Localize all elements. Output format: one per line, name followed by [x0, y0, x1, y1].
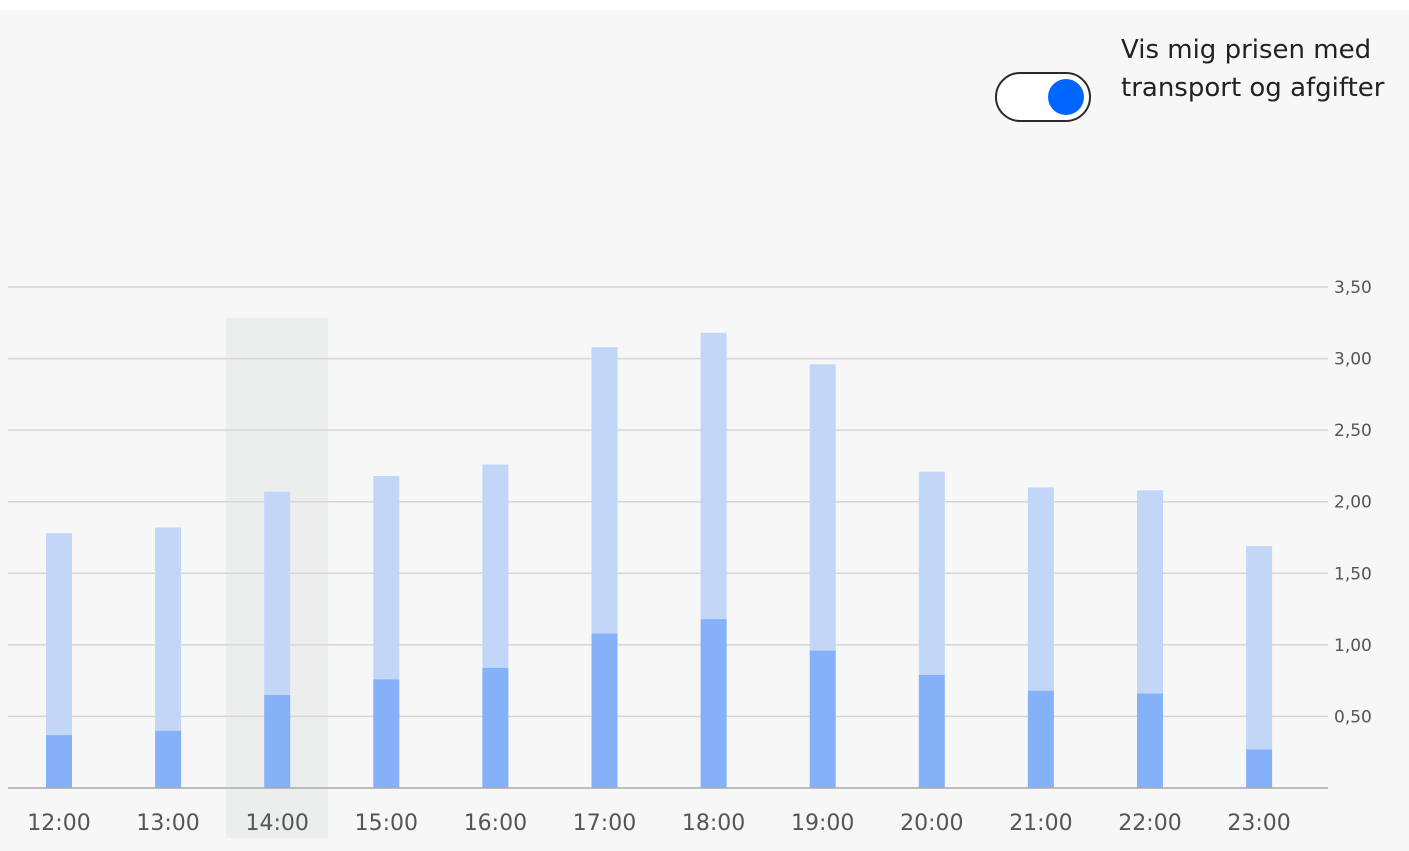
x-tick-label: 19:00 [791, 811, 854, 836]
bar-transport-afgifter[interactable] [482, 464, 509, 668]
bar-transport-afgifter[interactable] [264, 491, 291, 695]
bar-base-price[interactable] [264, 694, 291, 788]
bar-base-price[interactable] [700, 619, 727, 788]
price-toggle[interactable] [995, 72, 1091, 122]
bar-transport-afgifter[interactable] [1137, 490, 1163, 694]
bar-base-price[interactable] [482, 667, 509, 788]
x-tick-label: 21:00 [1009, 811, 1072, 836]
bar-transport-afgifter[interactable] [918, 471, 945, 675]
bar-base-price[interactable] [46, 735, 72, 788]
bar-base-price[interactable] [1246, 749, 1273, 788]
toggle-label: Vis mig prisen med transport og afgifter [1121, 35, 1385, 103]
bar-base-price[interactable] [591, 633, 618, 788]
y-tick-label: 1,50 [1334, 564, 1372, 584]
bar-base-price[interactable] [1137, 693, 1163, 788]
x-tick-label: 17:00 [573, 811, 636, 836]
bar-transport-afgifter[interactable] [809, 364, 836, 651]
y-tick-label: 1,00 [1334, 636, 1372, 656]
bar-transport-afgifter[interactable] [373, 475, 400, 680]
x-tick-label: 14:00 [245, 811, 308, 836]
x-tick-label: 23:00 [1227, 811, 1290, 836]
y-tick-label: 2,50 [1334, 421, 1372, 441]
x-tick-label: 22:00 [1118, 811, 1181, 836]
x-tick-label: 15:00 [355, 811, 418, 836]
bar-base-price[interactable] [155, 730, 182, 788]
x-tick-label: 16:00 [464, 811, 527, 836]
bar-transport-afgifter[interactable] [46, 533, 72, 736]
bar-base-price[interactable] [1027, 690, 1054, 788]
x-tick-label: 18:00 [682, 811, 745, 836]
toggle-knob [1048, 79, 1084, 115]
bar-transport-afgifter[interactable] [1027, 487, 1054, 691]
x-tick-label: 13:00 [136, 811, 199, 836]
y-tick-label: 3,00 [1334, 350, 1372, 370]
bar-transport-afgifter[interactable] [1246, 546, 1273, 750]
y-tick-label: 0,50 [1334, 707, 1372, 727]
x-tick-label: 12:00 [27, 811, 90, 836]
bar-base-price[interactable] [373, 679, 400, 788]
bar-transport-afgifter[interactable] [700, 332, 727, 620]
bar-transport-afgifter[interactable] [591, 347, 618, 634]
bar-base-price[interactable] [918, 674, 945, 788]
bar-transport-afgifter[interactable] [155, 527, 182, 731]
y-tick-label: 2,00 [1334, 493, 1372, 513]
x-tick-label: 20:00 [900, 811, 963, 836]
y-tick-label: 3,50 [1334, 278, 1372, 298]
bar-base-price[interactable] [809, 650, 836, 788]
